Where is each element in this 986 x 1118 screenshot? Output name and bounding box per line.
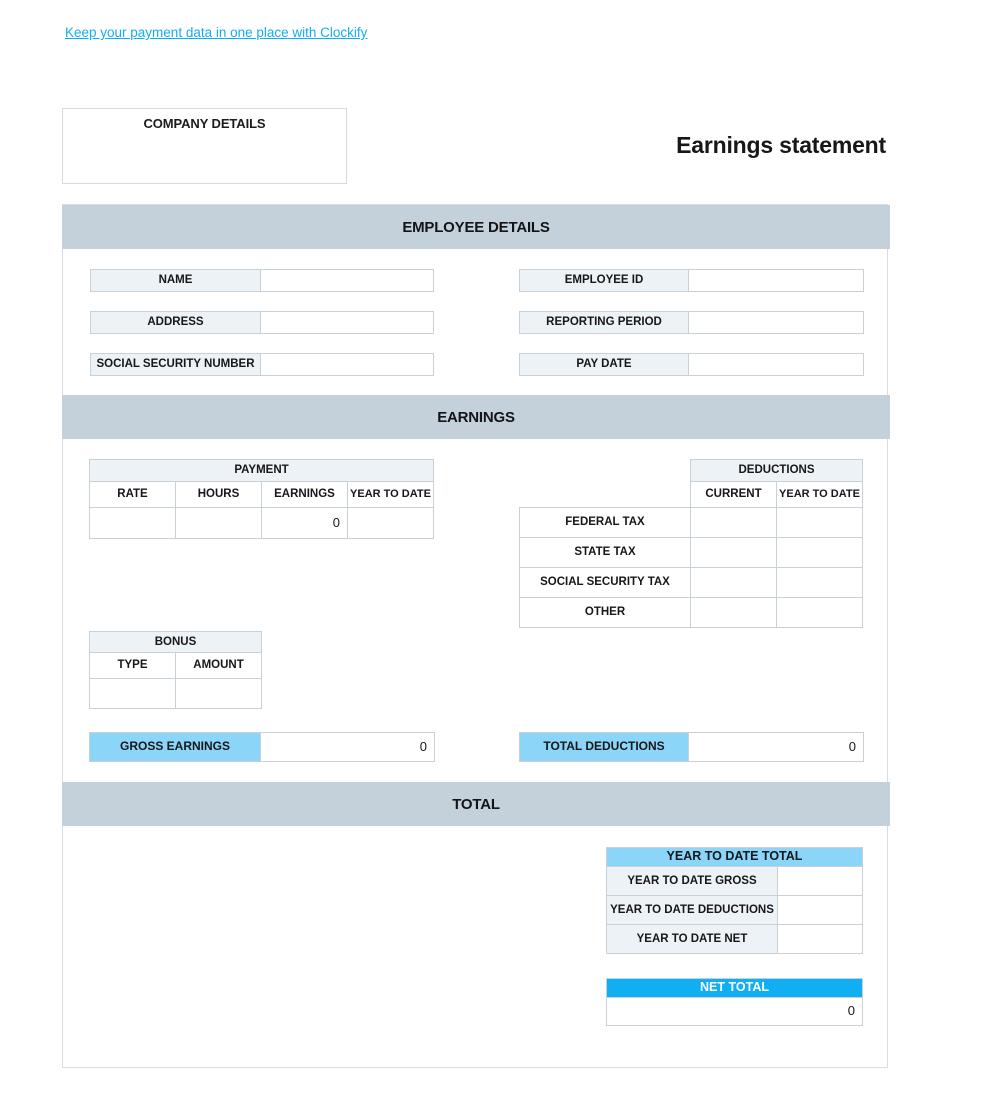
ytd-deductions-value[interactable]	[777, 895, 863, 925]
ytd-net-value[interactable]	[777, 924, 863, 954]
gross-earnings-row: GROSS EARNINGS 0	[89, 732, 435, 762]
payment-rate-cell[interactable]	[89, 507, 176, 539]
bonus-table-data-row	[89, 678, 262, 709]
reporting-period-field[interactable]	[688, 311, 864, 334]
bonus-col-type: TYPE	[89, 652, 176, 679]
payment-table-title-row: PAYMENT	[89, 459, 434, 482]
net-total-title: NET TOTAL	[606, 978, 863, 998]
payment-col-hours: HOURS	[175, 481, 262, 508]
clockify-promo-link[interactable]: Keep your payment data in one place with…	[65, 25, 368, 40]
federal-tax-ytd-cell[interactable]	[776, 507, 863, 538]
address-field[interactable]	[260, 311, 434, 334]
payment-col-earnings: EARNINGS	[261, 481, 348, 508]
state-tax-current-cell[interactable]	[690, 537, 777, 568]
payment-table-data-row: 0	[89, 507, 434, 539]
name-label: NAME	[90, 269, 261, 292]
gross-earnings-label: GROSS EARNINGS	[89, 732, 261, 762]
bonus-table-title-row: BONUS	[89, 631, 262, 653]
deductions-col-current: CURRENT	[690, 481, 777, 508]
other-deduction-ytd-cell[interactable]	[776, 597, 863, 628]
ytd-total-title: YEAR TO DATE TOTAL	[606, 847, 863, 867]
deduction-row-other: OTHER	[519, 597, 863, 628]
ytd-net-row: YEAR TO DATE NET	[606, 924, 863, 954]
other-deduction-current-cell[interactable]	[690, 597, 777, 628]
employee-id-field[interactable]	[688, 269, 864, 292]
name-field[interactable]	[260, 269, 434, 292]
payment-col-year-to-date: YEAR TO DATE	[347, 481, 434, 508]
social-security-tax-ytd-cell[interactable]	[776, 567, 863, 598]
bonus-col-amount: AMOUNT	[175, 652, 262, 679]
total-deductions-row: TOTAL DEDUCTIONS 0	[519, 732, 864, 762]
net-total-title-row: NET TOTAL	[606, 978, 863, 998]
deduction-row-federal-tax: FEDERAL TAX	[519, 507, 863, 538]
social-security-tax-label: SOCIAL SECURITY TAX	[519, 567, 691, 598]
deduction-row-state-tax: STATE TAX	[519, 537, 863, 568]
state-tax-label: STATE TAX	[519, 537, 691, 568]
ytd-gross-row: YEAR TO DATE GROSS	[606, 866, 863, 896]
field-row-pay-date: PAY DATE	[519, 353, 864, 376]
field-row-employee-id: EMPLOYEE ID	[519, 269, 864, 292]
pay-date-label: PAY DATE	[519, 353, 689, 376]
ytd-net-label: YEAR TO DATE NET	[606, 924, 778, 954]
ytd-deductions-row: YEAR TO DATE DEDUCTIONS	[606, 895, 863, 925]
state-tax-ytd-cell[interactable]	[776, 537, 863, 568]
payment-earnings-cell[interactable]: 0	[261, 507, 348, 539]
deductions-table-header-row: CURRENT YEAR TO DATE	[690, 481, 863, 508]
bonus-type-cell[interactable]	[89, 678, 176, 709]
employee-id-label: EMPLOYEE ID	[519, 269, 689, 292]
net-total-value[interactable]: 0	[606, 997, 863, 1026]
social-security-number-field[interactable]	[260, 353, 434, 376]
section-header-earnings: EARNINGS	[62, 395, 890, 439]
payment-table-header-row: RATE HOURS EARNINGS YEAR TO DATE	[89, 481, 434, 508]
field-row-ssn: SOCIAL SECURITY NUMBER	[90, 353, 434, 376]
company-details-title: COMPANY DETAILS	[143, 116, 266, 131]
deductions-table-title: DEDUCTIONS	[690, 459, 863, 482]
section-header-total: TOTAL	[62, 782, 890, 826]
federal-tax-current-cell[interactable]	[690, 507, 777, 538]
total-deductions-label: TOTAL DEDUCTIONS	[519, 732, 689, 762]
gross-earnings-value[interactable]: 0	[260, 732, 435, 762]
other-deduction-label: OTHER	[519, 597, 691, 628]
payment-col-rate: RATE	[89, 481, 176, 508]
address-label: ADDRESS	[90, 311, 261, 334]
total-deductions-value[interactable]: 0	[688, 732, 864, 762]
payment-table-title: PAYMENT	[89, 459, 434, 482]
reporting-period-label: REPORTING PERIOD	[519, 311, 689, 334]
federal-tax-label: FEDERAL TAX	[519, 507, 691, 538]
payment-year-to-date-cell[interactable]	[347, 507, 434, 539]
bonus-table-header-row: TYPE AMOUNT	[89, 652, 262, 679]
social-security-tax-current-cell[interactable]	[690, 567, 777, 598]
deduction-row-social-security-tax: SOCIAL SECURITY TAX	[519, 567, 863, 598]
ytd-deductions-label: YEAR TO DATE DEDUCTIONS	[606, 895, 778, 925]
company-details-box[interactable]: COMPANY DETAILS	[62, 108, 347, 184]
net-total-value-row: 0	[606, 997, 863, 1026]
section-header-employee-details: EMPLOYEE DETAILS	[62, 205, 890, 249]
field-row-address: ADDRESS	[90, 311, 434, 334]
payment-hours-cell[interactable]	[175, 507, 262, 539]
bonus-table-title: BONUS	[89, 631, 262, 653]
field-row-reporting-period: REPORTING PERIOD	[519, 311, 864, 334]
ytd-total-title-row: YEAR TO DATE TOTAL	[606, 847, 863, 867]
statement-sheet: EMPLOYEE DETAILS NAME ADDRESS SOCIAL SEC…	[62, 204, 890, 1068]
field-row-name: NAME	[90, 269, 434, 292]
deductions-col-year-to-date: YEAR TO DATE	[776, 481, 863, 508]
social-security-number-label: SOCIAL SECURITY NUMBER	[90, 353, 261, 376]
ytd-gross-label: YEAR TO DATE GROSS	[606, 866, 778, 896]
pay-date-field[interactable]	[688, 353, 864, 376]
ytd-gross-value[interactable]	[777, 866, 863, 896]
bonus-amount-cell[interactable]	[175, 678, 262, 709]
page-title: Earnings statement	[676, 132, 886, 158]
deductions-table-title-row: DEDUCTIONS	[690, 459, 863, 482]
